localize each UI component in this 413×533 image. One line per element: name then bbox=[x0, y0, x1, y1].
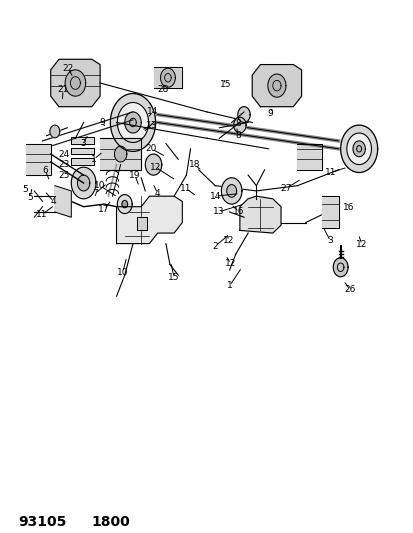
Text: 21: 21 bbox=[57, 85, 69, 94]
Text: 8: 8 bbox=[235, 119, 241, 128]
Text: 16: 16 bbox=[342, 203, 354, 212]
Polygon shape bbox=[71, 148, 94, 154]
Polygon shape bbox=[50, 125, 59, 138]
Text: 18: 18 bbox=[188, 160, 200, 169]
Polygon shape bbox=[77, 175, 90, 191]
Text: 12: 12 bbox=[223, 237, 234, 245]
Text: 7: 7 bbox=[92, 189, 98, 198]
Text: 12: 12 bbox=[356, 240, 367, 249]
Text: 14: 14 bbox=[209, 192, 221, 201]
Polygon shape bbox=[332, 258, 347, 277]
Polygon shape bbox=[117, 195, 132, 214]
Text: 3: 3 bbox=[80, 139, 85, 148]
Text: 5: 5 bbox=[27, 193, 33, 201]
Text: 24: 24 bbox=[59, 150, 70, 159]
Polygon shape bbox=[124, 112, 141, 133]
Text: 28: 28 bbox=[157, 85, 168, 94]
Text: 26: 26 bbox=[344, 285, 355, 294]
Text: 15: 15 bbox=[219, 80, 231, 89]
Polygon shape bbox=[226, 184, 236, 197]
Polygon shape bbox=[321, 196, 338, 228]
Polygon shape bbox=[26, 143, 51, 175]
Polygon shape bbox=[71, 158, 94, 165]
Polygon shape bbox=[239, 196, 280, 233]
Polygon shape bbox=[297, 143, 321, 170]
Text: 1: 1 bbox=[91, 155, 97, 164]
Polygon shape bbox=[121, 200, 127, 208]
Text: 1: 1 bbox=[226, 281, 232, 290]
Text: 13: 13 bbox=[212, 207, 224, 216]
Text: 27: 27 bbox=[280, 184, 291, 193]
Text: 22: 22 bbox=[63, 64, 74, 73]
Text: 12: 12 bbox=[150, 163, 161, 172]
Polygon shape bbox=[116, 196, 182, 244]
Text: 4: 4 bbox=[51, 197, 56, 206]
Text: 16: 16 bbox=[233, 207, 244, 216]
Polygon shape bbox=[100, 138, 141, 170]
Text: 25: 25 bbox=[59, 171, 70, 180]
Text: 10: 10 bbox=[116, 268, 128, 277]
Text: 11: 11 bbox=[36, 210, 47, 219]
Text: 13: 13 bbox=[145, 120, 157, 130]
Text: 1800: 1800 bbox=[92, 515, 130, 529]
Text: 4: 4 bbox=[154, 189, 160, 198]
Text: 3: 3 bbox=[327, 237, 332, 245]
Text: 6: 6 bbox=[43, 166, 48, 175]
Text: 11: 11 bbox=[179, 184, 191, 193]
Polygon shape bbox=[267, 74, 285, 97]
Text: 9: 9 bbox=[267, 109, 273, 117]
Text: 5: 5 bbox=[22, 185, 28, 195]
Text: 9: 9 bbox=[99, 118, 105, 127]
Polygon shape bbox=[346, 133, 370, 165]
Text: 11: 11 bbox=[324, 168, 335, 177]
Text: 10: 10 bbox=[94, 181, 106, 190]
Polygon shape bbox=[137, 217, 147, 230]
Polygon shape bbox=[221, 178, 241, 204]
Text: 19: 19 bbox=[129, 171, 140, 180]
Polygon shape bbox=[55, 185, 71, 217]
Polygon shape bbox=[110, 93, 155, 151]
Polygon shape bbox=[145, 154, 161, 175]
Text: 12: 12 bbox=[225, 259, 236, 268]
Polygon shape bbox=[71, 137, 94, 143]
Polygon shape bbox=[252, 64, 301, 107]
Text: 2: 2 bbox=[212, 241, 218, 251]
Polygon shape bbox=[114, 146, 126, 162]
Polygon shape bbox=[117, 102, 148, 142]
Text: 14: 14 bbox=[147, 108, 158, 116]
Text: 20: 20 bbox=[145, 144, 157, 154]
Polygon shape bbox=[160, 68, 175, 87]
Text: 93105: 93105 bbox=[18, 515, 66, 529]
Polygon shape bbox=[233, 117, 245, 133]
Polygon shape bbox=[153, 67, 182, 88]
Polygon shape bbox=[51, 59, 100, 107]
Polygon shape bbox=[237, 107, 249, 123]
Text: 17: 17 bbox=[98, 205, 110, 214]
Text: 23: 23 bbox=[59, 160, 70, 169]
Polygon shape bbox=[340, 125, 377, 173]
Polygon shape bbox=[71, 167, 96, 199]
Text: 15: 15 bbox=[168, 273, 179, 282]
Polygon shape bbox=[65, 70, 85, 96]
Text: 8: 8 bbox=[235, 131, 240, 140]
Polygon shape bbox=[352, 141, 364, 157]
